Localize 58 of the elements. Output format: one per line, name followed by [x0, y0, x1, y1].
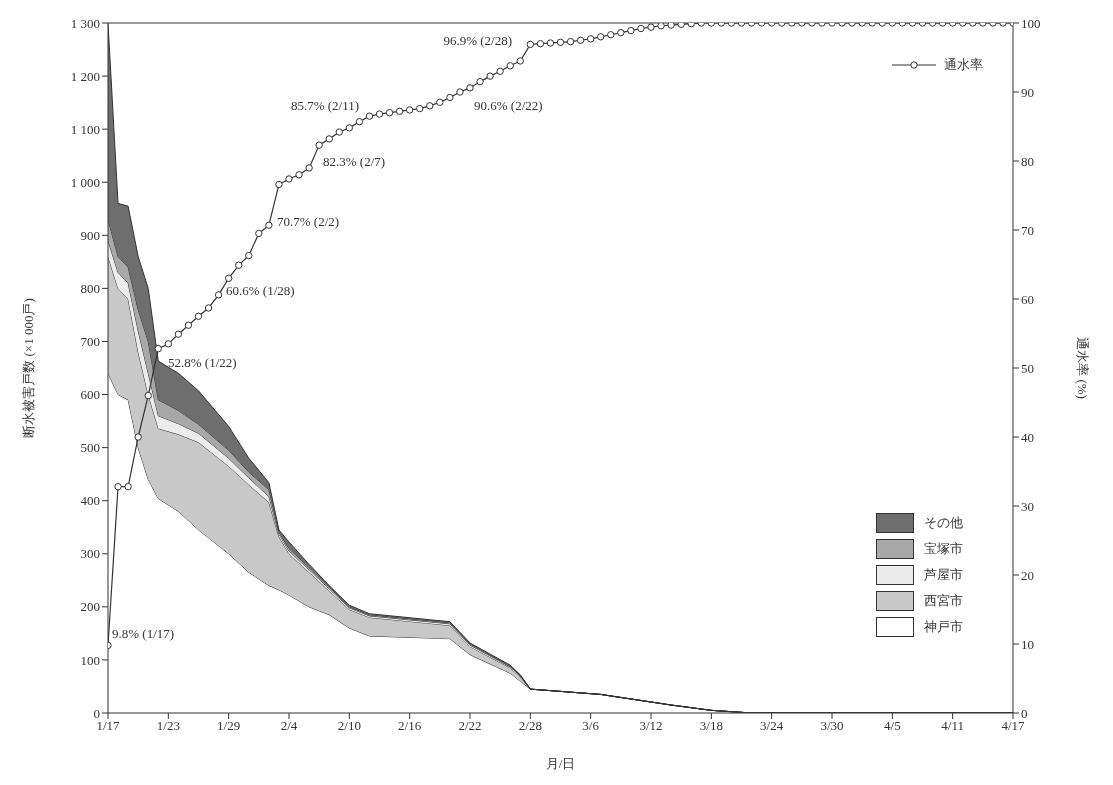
y-tick-label: 1 300 — [70, 15, 100, 31]
annotation: 52.8% (1/22) — [168, 355, 237, 370]
x-tick-label: 1/29 — [217, 718, 241, 734]
annotation: 9.8% (1/17) — [112, 626, 175, 641]
annotation: 90.6% (2/22) — [474, 98, 543, 113]
annotation: 60.6% (1/28) — [226, 283, 295, 298]
y-tick-label: 1 100 — [70, 121, 100, 137]
x-tick-label: 3/6 — [582, 718, 600, 734]
y2-tick-label: 100 — [1021, 15, 1041, 31]
y2-tick-label: 30 — [1021, 498, 1034, 514]
annotation: 82.3% (2/7) — [323, 154, 386, 169]
legend-label: 西宮市 — [924, 592, 963, 610]
y2-tick-label: 60 — [1021, 291, 1034, 307]
legend-label: その他 — [924, 514, 963, 532]
y2-tick-label: 40 — [1021, 429, 1034, 445]
x-tick-label: 1/23 — [156, 718, 180, 734]
y-tick-label: 1 000 — [70, 174, 100, 190]
x-tick-label: 2/10 — [337, 718, 361, 734]
y2-tick-label: 0 — [1021, 705, 1028, 721]
legend-label: 神戸市 — [924, 618, 963, 636]
y-tick-label: 400 — [80, 493, 100, 509]
y-tick-label: 300 — [80, 546, 100, 562]
y2-tick-label: 70 — [1021, 222, 1034, 238]
x-tick-label: 2/16 — [398, 718, 422, 734]
y2-tick-label: 90 — [1021, 84, 1034, 100]
annotation: 85.7% (2/11) — [290, 98, 359, 113]
x-tick-label: 2/4 — [280, 718, 298, 734]
y-tick-label: 200 — [80, 599, 100, 615]
x-tick-label: 3/18 — [699, 718, 723, 734]
x-tick-label: 4/5 — [884, 718, 901, 734]
x-tick-label: 4/11 — [941, 718, 964, 734]
x-tick-label: 3/30 — [820, 718, 844, 734]
x-tick-label: 3/24 — [760, 718, 784, 734]
x-tick-label: 2/22 — [458, 718, 482, 734]
y-tick-label: 800 — [80, 281, 100, 296]
legend-label: 宝塚市 — [924, 540, 963, 558]
y2-tick-label: 20 — [1021, 567, 1034, 583]
x-axis-title: 月/日 — [545, 756, 576, 771]
y-tick-label: 700 — [80, 334, 100, 350]
y2-tick-label: 50 — [1021, 360, 1034, 376]
y2-axis-title: 通水率 (%) — [1075, 337, 1091, 399]
y-tick-label: 0 — [93, 705, 100, 721]
y-tick-label: 500 — [80, 440, 100, 456]
x-tick-label: 3/12 — [639, 718, 663, 734]
legend-label: 芦屋市 — [924, 566, 963, 584]
x-tick-label: 2/28 — [518, 718, 542, 734]
y-tick-label: 1 200 — [70, 68, 100, 84]
annotation: 70.7% (2/2) — [277, 214, 340, 229]
annotation: 96.9% (2/28) — [443, 33, 512, 48]
y2-tick-label: 80 — [1021, 153, 1034, 169]
y2-tick-label: 10 — [1021, 636, 1034, 652]
y-axis-title: 断水被害戸数 (×1 000戸) — [20, 298, 36, 438]
y-tick-label: 900 — [80, 227, 100, 243]
x-tick-label: 4/17 — [1001, 718, 1026, 734]
y-tick-label: 600 — [80, 387, 100, 403]
y-tick-label: 100 — [80, 652, 100, 668]
legend-label: 通水率 — [944, 56, 983, 74]
x-tick-label: 1/17 — [96, 718, 121, 734]
